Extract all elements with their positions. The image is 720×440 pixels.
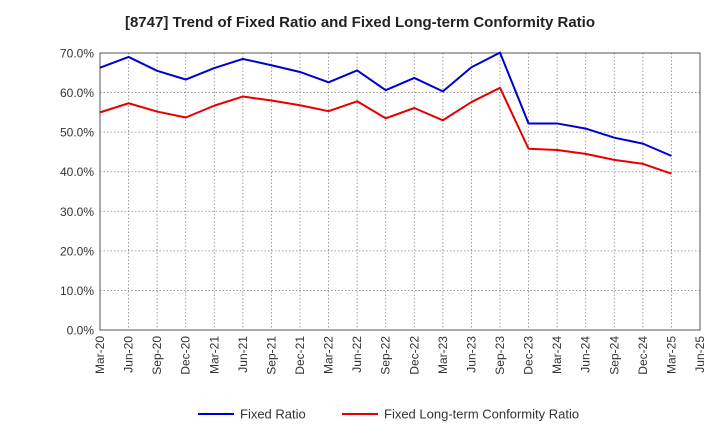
y-tick-label: 10.0% <box>60 284 94 298</box>
plot-frame <box>99 52 701 331</box>
legend-label-1: Fixed Long-term Conformity Ratio <box>384 407 579 422</box>
x-tick-label: Mar-25 <box>664 336 678 374</box>
plot-area <box>100 53 700 330</box>
x-tick-label: Jun-21 <box>236 336 250 373</box>
legend-label-0: Fixed Ratio <box>240 407 306 422</box>
x-tick-label: Sep-21 <box>264 336 278 375</box>
x-tick-label: Jun-25 <box>693 336 707 373</box>
y-tick-label: 30.0% <box>60 205 94 219</box>
x-tick-label: Mar-21 <box>207 336 221 374</box>
x-tick-label: Dec-20 <box>179 336 193 375</box>
y-tick-label: 50.0% <box>60 126 94 140</box>
x-tick-label: Dec-21 <box>293 336 307 375</box>
x-tick-label: Mar-24 <box>550 336 564 374</box>
x-tick-label: Dec-24 <box>636 336 650 375</box>
x-tick-label: Sep-20 <box>150 336 164 375</box>
y-tick-label: 40.0% <box>60 165 94 179</box>
x-tick-label: Dec-22 <box>407 336 421 375</box>
y-tick-label: 20.0% <box>60 244 94 258</box>
series-line-1 <box>99 86 672 175</box>
x-tick-label: Jun-20 <box>122 336 136 373</box>
x-tick-label: Sep-24 <box>607 336 621 375</box>
x-tick-label: Mar-22 <box>322 336 336 374</box>
x-tick-label: Sep-22 <box>379 336 393 375</box>
y-tick-label: 70.0% <box>60 47 94 61</box>
x-tick-label: Mar-20 <box>93 336 107 374</box>
y-tick-label: 60.0% <box>60 86 94 100</box>
x-tick-label: Jun-22 <box>350 336 364 373</box>
x-tick-label: Jun-23 <box>464 336 478 373</box>
x-tick-label: Dec-23 <box>522 336 536 375</box>
series-line-0 <box>99 51 672 157</box>
x-tick-label: Jun-24 <box>579 336 593 373</box>
chart-title: [8747] Trend of Fixed Ratio and Fixed Lo… <box>124 14 596 31</box>
x-tick-label: Mar-23 <box>436 336 450 374</box>
x-tick-label: Sep-23 <box>493 336 507 375</box>
y-tick-label: 0.0% <box>67 324 95 338</box>
